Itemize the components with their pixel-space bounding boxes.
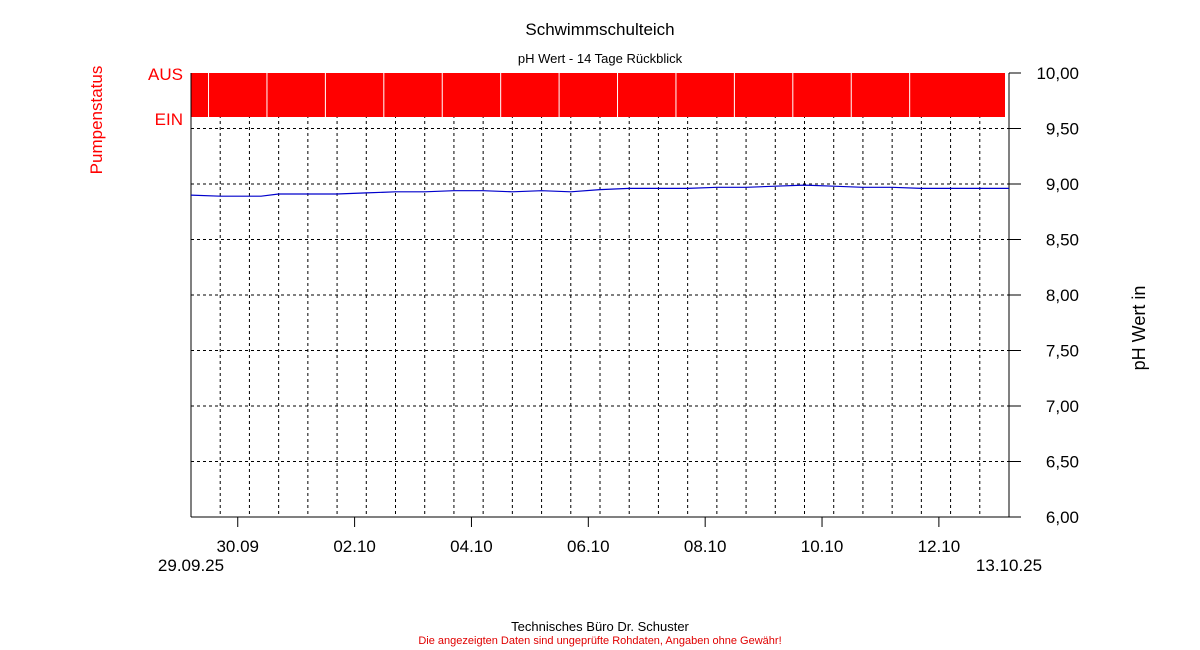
chart-subtitle: pH Wert - 14 Tage Rückblick <box>517 51 683 66</box>
x-tick-label: 06.10 <box>567 537 610 556</box>
labels-layer: 6,00 6,50 7,00 7,50 8,00 8,50 9,00 9,50 10,00 30.… <box>87 64 1149 575</box>
x-tick-label: 08.10 <box>684 537 727 556</box>
pump-status-bar <box>191 73 1005 117</box>
pump-status-label: Pumpenstatus <box>87 66 106 175</box>
y-tick-label: 9,00 <box>1046 175 1079 194</box>
status-level-ein: EIN <box>155 110 183 129</box>
y-tick-label: 10,00 <box>1036 64 1079 83</box>
y-tick-label: 7,50 <box>1046 342 1079 361</box>
x-start-label: 29.09.25 <box>158 556 224 575</box>
y-axis-label: pH Wert in <box>1129 286 1149 371</box>
y-tick-label: 6,50 <box>1046 453 1079 472</box>
x-tick-label: 12.10 <box>918 537 961 556</box>
y-tick-label: 8,00 <box>1046 286 1079 305</box>
grid-layer <box>191 73 1010 517</box>
pump-status-layer <box>191 73 1005 117</box>
y-tick-label: 8,50 <box>1046 231 1079 250</box>
footer-disclaimer: Die angezeigten Daten sind ungeprüfte Ro… <box>418 635 782 647</box>
axes-layer <box>190 72 1021 527</box>
chart-title: Schwimmschulteich <box>525 20 675 39</box>
y-tick-label: 9,50 <box>1046 120 1079 139</box>
ph-series-line <box>190 184 1009 197</box>
x-tick-label: 02.10 <box>333 537 376 556</box>
series-layer <box>190 184 1009 197</box>
y-tick-label: 6,00 <box>1046 508 1079 527</box>
status-level-aus: AUS <box>148 65 183 84</box>
x-tick-label: 30.09 <box>216 537 259 556</box>
y-tick-label: 7,00 <box>1046 397 1079 416</box>
x-tick-label: 04.10 <box>450 537 493 556</box>
x-end-label: 13.10.25 <box>976 556 1042 575</box>
footer-company: Technisches Büro Dr. Schuster <box>511 619 689 634</box>
x-tick-label: 10.10 <box>801 537 844 556</box>
